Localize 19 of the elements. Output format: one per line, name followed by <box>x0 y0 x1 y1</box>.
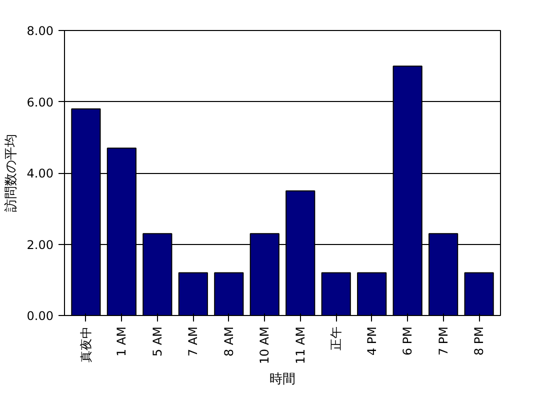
x-axis-title: 時間 <box>270 372 296 388</box>
y-tick-label: 8.00 <box>26 24 54 38</box>
x-tick-label: 7 AM <box>186 326 200 357</box>
x-tick-label: 8 AM <box>222 326 236 357</box>
y-tick-label: 4.00 <box>26 166 54 180</box>
y-tick-label: 2.00 <box>26 238 54 252</box>
x-tick-label: 8 PM <box>472 326 486 356</box>
x-tick-label: 7 PM <box>436 326 450 356</box>
x-tick-label: 5 AM <box>150 326 164 357</box>
y-tick-label: 0.00 <box>26 309 54 323</box>
x-tick-label: 真夜中 <box>78 326 93 362</box>
x-tick-label: 4 PM <box>364 326 379 356</box>
y-axis-title: 訪問数の平均 <box>4 134 19 212</box>
x-tick-label: 正午 <box>329 326 344 350</box>
y-tick-label: 6.00 <box>26 95 54 110</box>
x-tick-label: 1 AM <box>114 326 129 357</box>
x-tick-label: 10 AM <box>258 326 272 364</box>
x-tick-label: 6 PM <box>400 326 415 356</box>
x-tick-label: 11 AM <box>293 326 308 364</box>
